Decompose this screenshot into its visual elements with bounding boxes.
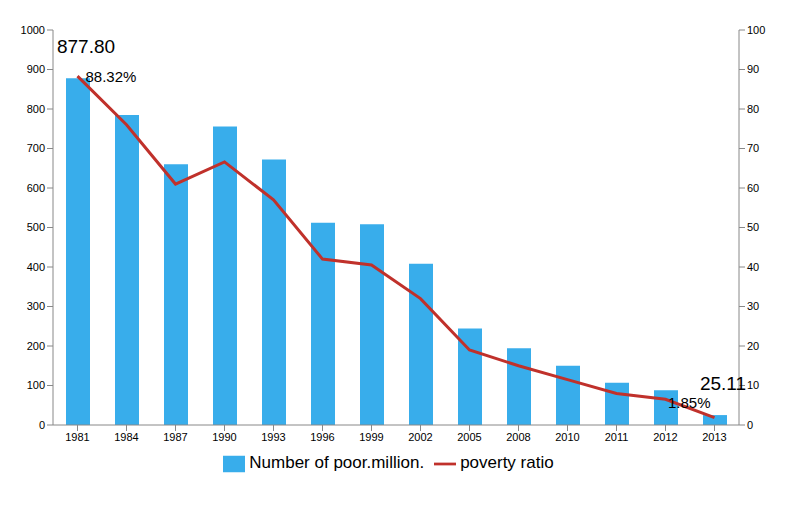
svg-text:50: 50	[747, 221, 759, 233]
svg-text:20: 20	[747, 340, 759, 352]
svg-text:0: 0	[747, 419, 753, 431]
svg-text:70: 70	[747, 142, 759, 154]
svg-text:300: 300	[27, 300, 45, 312]
svg-text:400: 400	[27, 261, 45, 273]
svg-text:25.11: 25.11	[700, 373, 746, 394]
svg-text:600: 600	[27, 182, 45, 194]
svg-text:900: 900	[27, 63, 45, 75]
svg-text:100: 100	[747, 24, 765, 36]
svg-text:2013: 2013	[702, 431, 726, 443]
html-text:Number of poor.million.: Number of poor.million.	[249, 453, 425, 473]
svg-text:800: 800	[27, 103, 45, 115]
svg-text:1996: 1996	[310, 431, 334, 443]
svg-text:100: 100	[27, 379, 45, 391]
svg-text:90: 90	[747, 63, 759, 75]
svg-text:2005: 2005	[457, 431, 481, 443]
svg-text:1984: 1984	[114, 431, 138, 443]
svg-text:1.85%: 1.85%	[668, 394, 711, 411]
svg-text:2010: 2010	[555, 431, 579, 443]
svg-text:1000: 1000	[21, 24, 45, 36]
svg-text:2002: 2002	[408, 431, 432, 443]
svg-text:200: 200	[27, 340, 45, 352]
svg-text:60: 60	[747, 182, 759, 194]
svg-text:1981: 1981	[65, 431, 89, 443]
svg-text:2008: 2008	[506, 431, 530, 443]
svg-text:40: 40	[747, 261, 759, 273]
svg-text:1987: 1987	[163, 431, 187, 443]
svg-text:1999: 1999	[359, 431, 383, 443]
svg-text:500: 500	[27, 221, 45, 233]
svg-text:30: 30	[747, 300, 759, 312]
svg-text:1990: 1990	[212, 431, 236, 443]
svg-text:877.80: 877.80	[57, 36, 115, 57]
html-text:poverty ratio: poverty ratio	[460, 453, 554, 473]
svg-text:80: 80	[747, 103, 759, 115]
svg-text:1993: 1993	[261, 431, 285, 443]
svg-text:88.32%: 88.32%	[86, 68, 137, 85]
svg-text:10: 10	[747, 379, 759, 391]
svg-text:2011: 2011	[605, 431, 629, 443]
svg-text:2012: 2012	[653, 431, 677, 443]
svg-text:700: 700	[27, 142, 45, 154]
svg-text:0: 0	[39, 419, 45, 431]
